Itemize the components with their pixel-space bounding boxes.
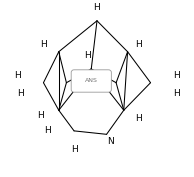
Text: N: N [107, 137, 114, 146]
Text: H: H [135, 114, 142, 123]
Text: H: H [41, 40, 47, 49]
Text: ANS: ANS [85, 78, 98, 84]
Text: H: H [94, 3, 100, 12]
Text: H: H [85, 51, 91, 60]
Text: H: H [44, 126, 51, 135]
Text: H: H [14, 71, 21, 80]
FancyBboxPatch shape [71, 70, 111, 92]
Text: H: H [173, 88, 180, 98]
Text: H: H [37, 111, 43, 120]
Text: H: H [135, 40, 142, 49]
Text: H: H [18, 88, 24, 98]
Text: H: H [71, 145, 77, 154]
Text: H: H [173, 71, 180, 80]
